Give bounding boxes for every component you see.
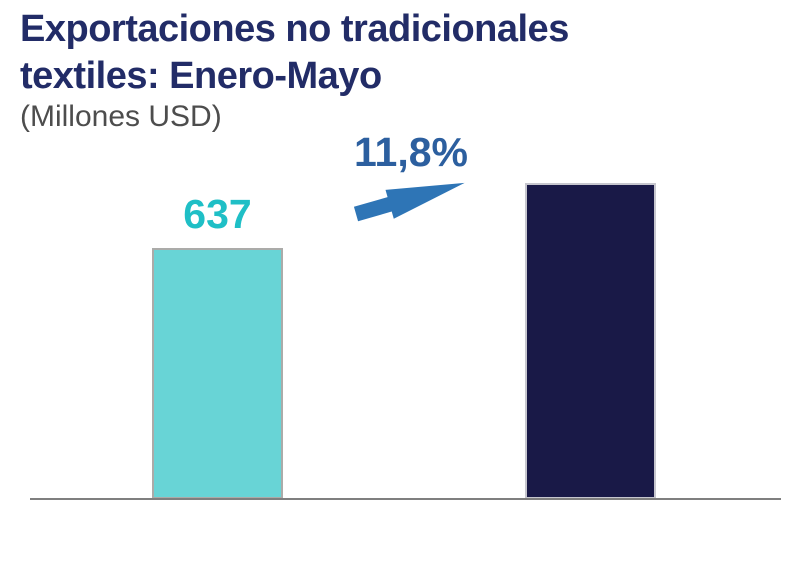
growth-arrow-shape (353, 182, 465, 222)
bar-period-1 (152, 248, 283, 499)
chart-title-line2: textiles: Enero-Mayo (20, 55, 382, 97)
bar-period-2 (525, 183, 656, 499)
bar-value-label: 637 (183, 191, 252, 237)
growth-percentage-label: 11,8% (354, 129, 468, 175)
chart-title-line1: Exportaciones no tradicionales (20, 8, 569, 50)
growth-arrow-icon (353, 182, 465, 222)
chart-subtitle: (Millones USD) (20, 100, 222, 133)
x-axis-baseline (30, 498, 781, 500)
chart-title: Exportaciones no tradicionales textiles:… (20, 6, 760, 100)
